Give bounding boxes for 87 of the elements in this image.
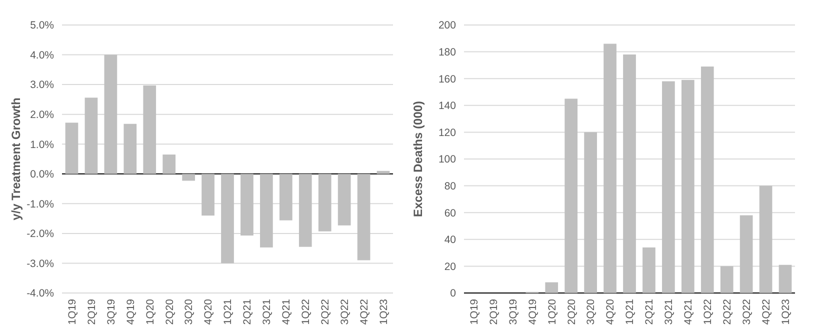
bar	[357, 174, 370, 260]
bar	[662, 81, 675, 293]
bar	[584, 132, 597, 293]
x-tick-label: 3Q19	[507, 298, 520, 325]
y-axis-title: Excess Deaths (000)	[411, 100, 425, 218]
x-tick-label: 4Q20	[604, 298, 617, 325]
x-tick-label: 3Q21	[261, 298, 274, 325]
y-tick-label: 2.0%	[30, 109, 54, 122]
x-tick-label: 4Q19	[526, 298, 539, 325]
x-tick-label: 1Q21	[222, 298, 234, 325]
x-tick-label: 4Q22	[358, 298, 370, 325]
bar	[221, 174, 234, 264]
x-tick-label: 3Q21	[663, 298, 676, 325]
bar	[681, 80, 694, 293]
y-tick-label: 80	[444, 180, 456, 192]
bar	[376, 170, 390, 174]
x-tick-label: 1Q19	[66, 298, 78, 325]
x-tick-label: 2Q22	[722, 298, 734, 325]
x-tick-label: 2Q21	[644, 298, 656, 325]
x-tick-label: 4Q20	[202, 298, 215, 325]
x-tick-label: 1Q23	[378, 298, 390, 325]
bar	[604, 44, 616, 293]
y-tick-label: -4.0%	[26, 288, 54, 300]
x-tick-label: 4Q19	[124, 298, 137, 325]
y-tick-label: 3.0%	[30, 79, 54, 92]
y-tick-label: -3.0%	[26, 258, 54, 270]
bar	[298, 174, 312, 247]
x-tick-label: 4Q21	[280, 298, 293, 325]
bar	[260, 174, 273, 248]
x-tick-label: 1Q22	[702, 298, 714, 325]
x-tick-label: 1Q20	[144, 298, 156, 325]
x-tick-label: 2Q20	[164, 298, 176, 325]
bar	[182, 174, 195, 181]
y-tick-label: 0	[450, 288, 456, 300]
bar	[720, 266, 734, 293]
y-tick-label: 180	[438, 46, 456, 58]
x-tick-label: 3Q19	[105, 298, 118, 325]
x-tick-label: 1Q21	[624, 298, 636, 325]
x-tick-label: 2Q20	[566, 298, 578, 325]
y-tick-label: 60	[444, 207, 456, 220]
y-tick-label: -1.0%	[26, 198, 54, 210]
x-tick-label: 4Q21	[682, 298, 695, 325]
bar	[759, 186, 772, 293]
x-tick-label: 2Q19	[86, 298, 98, 325]
x-tick-label: 4Q22	[760, 298, 772, 325]
x-tick-label: 1Q20	[546, 298, 558, 325]
x-tick-label: 2Q22	[320, 298, 332, 325]
x-tick-label: 2Q21	[242, 298, 254, 325]
bar	[202, 174, 214, 216]
x-tick-label: 1Q19	[468, 298, 480, 325]
bar	[162, 154, 176, 174]
x-tick-label: 3Q22	[339, 298, 351, 325]
x-tick-label: 3Q22	[741, 298, 753, 325]
bar	[338, 174, 351, 226]
y-tick-label: 40	[444, 234, 456, 246]
y-tick-label: 140	[438, 100, 456, 112]
y-tick-label: 200	[438, 20, 456, 32]
bar	[545, 282, 558, 293]
y-tick-label: 4.0%	[30, 49, 54, 62]
y-axis-title: y/y Treatment Growth	[9, 98, 23, 220]
y-tick-label: 120	[438, 126, 456, 139]
y-tick-label: 0.0%	[30, 168, 54, 181]
bar	[104, 54, 118, 174]
y-tick-label: -2.0%	[26, 228, 54, 240]
x-tick-label: 1Q23	[780, 298, 792, 325]
bar	[642, 247, 656, 293]
bar	[84, 98, 98, 174]
y-tick-label: 100	[438, 154, 456, 166]
bar	[65, 122, 78, 174]
bar	[124, 124, 137, 174]
bar	[143, 85, 156, 174]
y-tick-label: 20	[444, 260, 456, 273]
x-tick-label: 3Q20	[585, 298, 598, 325]
bar	[564, 98, 578, 293]
bar	[318, 174, 332, 232]
x-tick-label: 1Q22	[300, 298, 312, 325]
bar	[740, 215, 753, 293]
bar	[778, 264, 792, 293]
x-tick-label: 2Q19	[488, 298, 500, 325]
bar	[700, 66, 714, 293]
bar	[623, 54, 636, 293]
y-tick-label: 5.0%	[30, 20, 54, 32]
x-tick-label: 3Q20	[183, 298, 196, 325]
y-tick-label: 160	[438, 73, 456, 86]
bar	[279, 174, 292, 220]
y-tick-label: 1.0%	[30, 138, 54, 151]
bar	[240, 174, 254, 236]
